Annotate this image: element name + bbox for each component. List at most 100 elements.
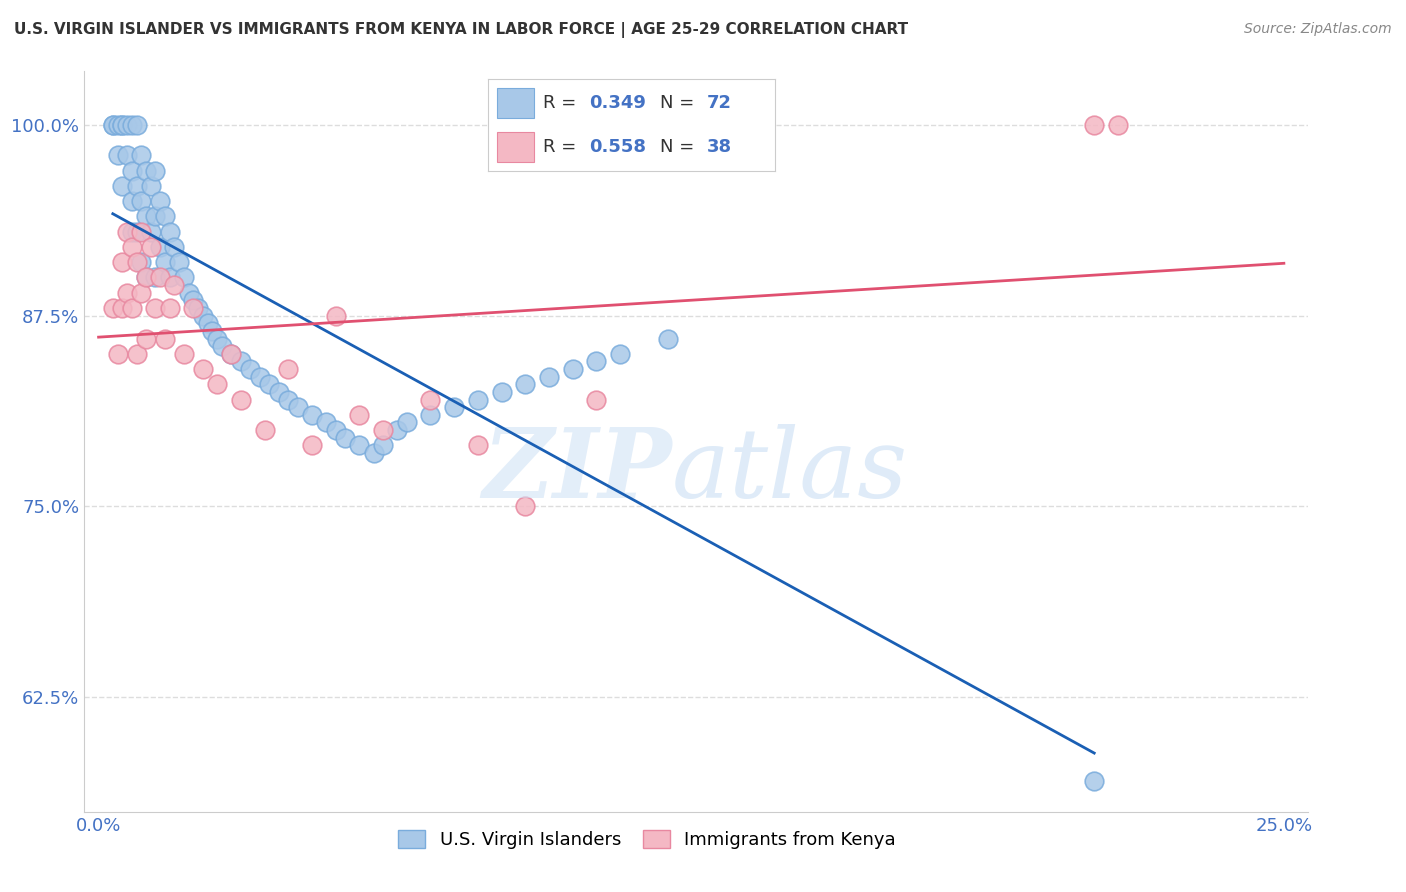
Point — [287, 400, 309, 414]
Point — [145, 163, 167, 178]
Point — [177, 285, 200, 300]
Point — [1083, 774, 1105, 789]
Point — [107, 118, 129, 132]
Point — [135, 270, 157, 285]
Point — [153, 331, 176, 345]
Point — [145, 301, 167, 315]
Point — [107, 347, 129, 361]
Point — [371, 423, 394, 437]
Point — [121, 194, 143, 208]
Point — [187, 301, 209, 315]
Point — [115, 118, 138, 132]
Point — [371, 438, 394, 452]
Text: ZIP: ZIP — [482, 425, 672, 518]
Point — [183, 293, 205, 308]
Point — [149, 270, 172, 285]
Point — [107, 148, 129, 162]
Point — [145, 210, 167, 224]
Point — [135, 163, 157, 178]
Point — [239, 362, 262, 376]
Point — [315, 416, 337, 430]
Point — [173, 270, 195, 285]
Point — [259, 377, 281, 392]
Text: Source: ZipAtlas.com: Source: ZipAtlas.com — [1244, 22, 1392, 37]
Point — [111, 178, 134, 193]
Point — [101, 118, 124, 132]
Point — [205, 377, 228, 392]
Point — [443, 400, 465, 414]
Point — [121, 240, 143, 254]
Point — [125, 347, 148, 361]
Point — [515, 377, 537, 392]
Text: atlas: atlas — [672, 425, 908, 518]
Point — [561, 362, 583, 376]
Point — [125, 118, 148, 132]
Point — [1107, 118, 1129, 132]
Point — [145, 270, 167, 285]
Point — [121, 225, 143, 239]
Point — [153, 210, 176, 224]
Point — [129, 194, 152, 208]
Point — [585, 392, 607, 407]
Point — [197, 316, 219, 330]
Point — [537, 369, 560, 384]
Point — [191, 309, 214, 323]
Point — [111, 118, 134, 132]
Point — [277, 392, 299, 407]
Point — [301, 438, 323, 452]
Point — [135, 210, 157, 224]
Point — [387, 423, 409, 437]
Point — [349, 408, 371, 422]
Point — [101, 118, 124, 132]
Point — [419, 408, 441, 422]
Point — [657, 331, 679, 345]
Point — [467, 392, 489, 407]
Point — [159, 225, 181, 239]
Point — [585, 354, 607, 368]
Point — [149, 240, 172, 254]
Point — [115, 148, 138, 162]
Point — [159, 270, 181, 285]
Point — [491, 384, 513, 399]
Point — [205, 331, 228, 345]
Point — [253, 423, 276, 437]
Point — [191, 362, 214, 376]
Point — [211, 339, 233, 353]
Point — [183, 301, 205, 315]
Point — [121, 118, 143, 132]
Point — [149, 194, 172, 208]
Point — [153, 255, 176, 269]
Point — [333, 431, 356, 445]
Point — [301, 408, 323, 422]
Point — [111, 118, 134, 132]
Point — [277, 362, 299, 376]
Point — [325, 309, 347, 323]
Point — [129, 255, 152, 269]
Point — [139, 225, 162, 239]
Legend: U.S. Virgin Islanders, Immigrants from Kenya: U.S. Virgin Islanders, Immigrants from K… — [385, 817, 908, 862]
Point — [163, 240, 186, 254]
Text: U.S. VIRGIN ISLANDER VS IMMIGRANTS FROM KENYA IN LABOR FORCE | AGE 25-29 CORRELA: U.S. VIRGIN ISLANDER VS IMMIGRANTS FROM … — [14, 22, 908, 38]
Point — [101, 301, 124, 315]
Point — [173, 347, 195, 361]
Point — [111, 255, 134, 269]
Point — [129, 148, 152, 162]
Point — [129, 225, 152, 239]
Point — [121, 301, 143, 315]
Point — [125, 225, 148, 239]
Point — [349, 438, 371, 452]
Point — [229, 392, 252, 407]
Point — [325, 423, 347, 437]
Point — [395, 416, 418, 430]
Point — [229, 354, 252, 368]
Point — [609, 347, 631, 361]
Point — [129, 285, 152, 300]
Point — [125, 178, 148, 193]
Point — [163, 278, 186, 293]
Point — [135, 270, 157, 285]
Point — [115, 285, 138, 300]
Point — [267, 384, 290, 399]
Point — [515, 500, 537, 514]
Point — [159, 301, 181, 315]
Point — [419, 392, 441, 407]
